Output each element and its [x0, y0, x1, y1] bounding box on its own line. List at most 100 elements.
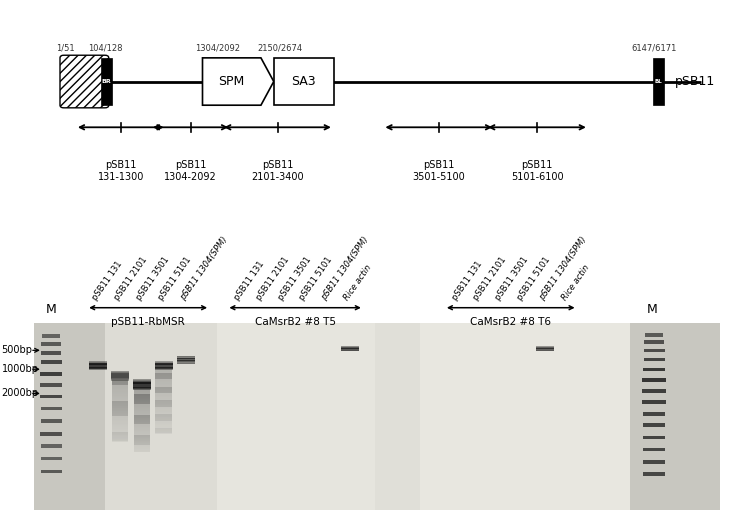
Bar: [134, 439, 150, 441]
Bar: [112, 402, 128, 403]
Bar: [134, 400, 150, 402]
Text: pSB11: pSB11: [675, 75, 716, 88]
Bar: [133, 388, 151, 389]
Bar: [112, 409, 128, 411]
Text: 1304/2092: 1304/2092: [195, 44, 240, 53]
Text: pSB11 1304(SPM): pSB11 1304(SPM): [538, 236, 589, 302]
Bar: [134, 404, 150, 406]
Bar: [177, 361, 195, 362]
Bar: [112, 413, 128, 415]
Text: pSB11
3501-5100: pSB11 3501-5100: [413, 160, 465, 182]
Bar: [643, 460, 665, 464]
Text: pSB11 2101: pSB11 2101: [254, 256, 291, 302]
Bar: [155, 406, 172, 407]
Text: BL: BL: [655, 79, 662, 84]
Text: pSB11 3501: pSB11 3501: [494, 256, 530, 302]
Bar: [40, 383, 62, 387]
Bar: [112, 406, 128, 408]
Bar: [154, 368, 172, 369]
Bar: [134, 406, 150, 407]
Bar: [134, 428, 150, 429]
Bar: [134, 424, 150, 426]
Text: CaMsrB2 #8 T6: CaMsrB2 #8 T6: [470, 317, 551, 327]
Bar: [112, 382, 128, 384]
Bar: [134, 432, 150, 433]
Bar: [134, 419, 150, 421]
Bar: [134, 429, 150, 430]
Bar: [134, 403, 150, 405]
Bar: [155, 386, 172, 388]
Bar: [112, 387, 128, 388]
Bar: [40, 419, 62, 423]
Text: pSB11
2101-3400: pSB11 2101-3400: [251, 160, 304, 182]
Bar: [112, 404, 128, 406]
Bar: [134, 399, 150, 401]
Bar: [155, 377, 172, 379]
Bar: [112, 431, 128, 432]
Bar: [155, 407, 172, 408]
Bar: [134, 393, 150, 394]
Bar: [134, 431, 150, 432]
Bar: [177, 357, 195, 358]
Bar: [154, 364, 172, 365]
Bar: [112, 408, 128, 410]
Bar: [134, 435, 150, 437]
Bar: [134, 437, 150, 439]
Bar: [134, 427, 150, 428]
Text: pSB11 3501: pSB11 3501: [134, 256, 171, 302]
Bar: [112, 435, 128, 437]
Bar: [112, 389, 128, 390]
Bar: [177, 362, 195, 363]
Bar: [155, 428, 172, 430]
Bar: [112, 439, 128, 441]
Bar: [89, 368, 107, 369]
Bar: [155, 369, 172, 370]
Bar: [89, 362, 107, 363]
Bar: [112, 433, 128, 434]
Bar: [134, 443, 150, 445]
Bar: [112, 407, 128, 409]
Bar: [155, 370, 172, 371]
Bar: [134, 391, 150, 392]
Bar: [112, 380, 128, 382]
Bar: [40, 394, 62, 398]
Bar: [155, 426, 172, 428]
Bar: [155, 429, 172, 431]
Bar: [155, 376, 172, 378]
Bar: [112, 405, 128, 407]
Bar: [89, 367, 107, 368]
Bar: [155, 417, 172, 419]
Bar: [89, 366, 107, 367]
Bar: [134, 396, 150, 398]
Bar: [134, 390, 150, 391]
Bar: [155, 399, 172, 400]
Bar: [112, 386, 128, 387]
Bar: [155, 397, 172, 398]
Bar: [134, 398, 150, 400]
Bar: [134, 451, 150, 452]
Bar: [155, 408, 172, 409]
Bar: [112, 416, 128, 417]
Bar: [111, 375, 129, 376]
Bar: [133, 387, 151, 388]
Text: pSB11 5101: pSB11 5101: [515, 256, 552, 302]
Bar: [134, 413, 150, 414]
Bar: [89, 364, 107, 365]
Bar: [420, 323, 630, 510]
Bar: [111, 377, 129, 378]
Bar: [177, 358, 195, 359]
Bar: [112, 419, 128, 420]
Bar: [155, 423, 172, 424]
Bar: [177, 361, 195, 362]
Bar: [155, 387, 172, 389]
Bar: [134, 401, 150, 403]
Bar: [134, 421, 150, 423]
Bar: [155, 403, 172, 405]
Text: SPM: SPM: [218, 75, 244, 88]
Bar: [155, 371, 172, 372]
Bar: [134, 420, 150, 422]
Bar: [112, 411, 128, 413]
Bar: [112, 379, 128, 381]
Bar: [112, 418, 128, 419]
Bar: [154, 366, 172, 367]
